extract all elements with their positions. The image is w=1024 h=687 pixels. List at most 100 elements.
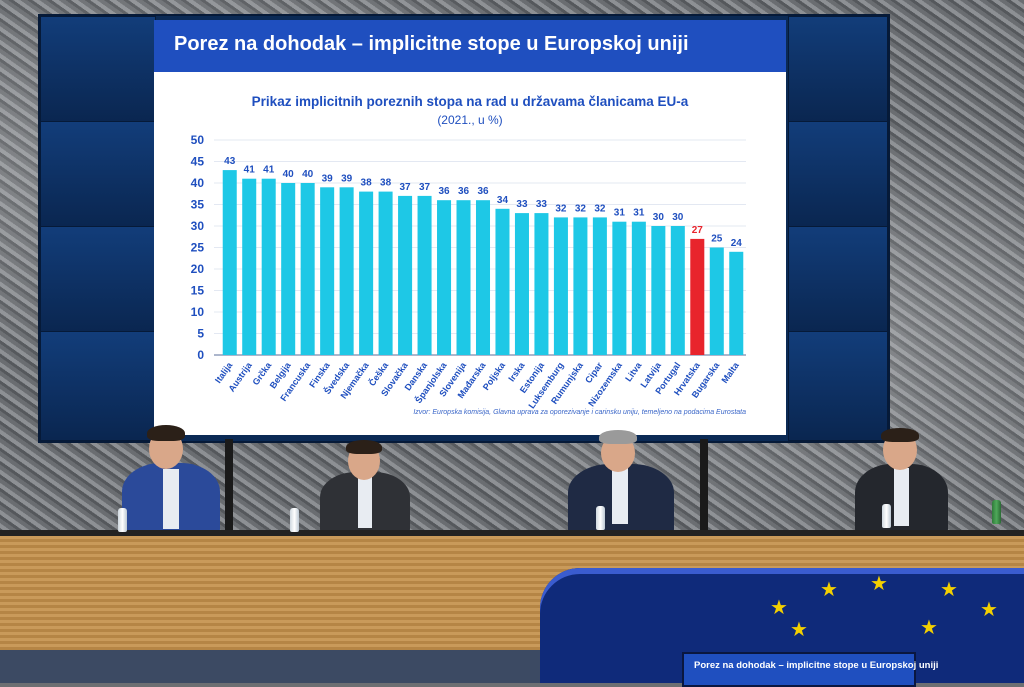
water-bottle (118, 508, 127, 532)
bar (690, 238, 705, 355)
y-tick-label: 0 (197, 348, 204, 362)
bar (534, 213, 549, 355)
eu-star-icon: ★ (820, 579, 838, 601)
bar (573, 217, 588, 355)
bar (281, 183, 296, 355)
slide-header: Porez na dohodak – implicitne stope u Eu… (154, 20, 786, 72)
panelist-2-hair (346, 440, 382, 454)
data-label: 32 (594, 203, 606, 214)
y-tick-label: 15 (191, 284, 205, 298)
data-label: 40 (302, 169, 314, 180)
bar (709, 247, 724, 355)
y-tick-label: 40 (191, 176, 205, 190)
y-tick-label: 20 (191, 262, 205, 276)
bar (651, 226, 666, 355)
video-wall-panel-left-3 (40, 226, 156, 333)
panelist-1-hair (147, 425, 185, 441)
bar (631, 221, 646, 355)
data-label: 36 (477, 186, 489, 197)
panelist-3 (568, 430, 676, 535)
bar (612, 221, 627, 355)
bar (417, 195, 432, 355)
bar (242, 178, 257, 355)
eu-star-icon: ★ (980, 599, 998, 621)
data-label: 38 (361, 178, 373, 189)
panelist-2 (320, 440, 412, 535)
data-label: 41 (263, 165, 275, 176)
data-label: 31 (633, 208, 645, 219)
podium-screen-title: Porez na dohodak – implicitne stope u Eu… (694, 660, 939, 671)
data-label: 39 (322, 173, 334, 184)
y-tick-label: 45 (191, 155, 205, 169)
chart-title: Prikaz implicitnih poreznih stopa na rad… (251, 94, 689, 109)
data-label: 43 (224, 156, 236, 167)
data-label: 39 (341, 173, 353, 184)
data-label: 36 (438, 186, 450, 197)
panelist-4-hair (881, 428, 919, 442)
bar (456, 200, 471, 355)
bar (320, 187, 335, 355)
data-label: 30 (653, 212, 665, 223)
bar-chart: 0510152025303540455043Italija41Austrija4… (191, 133, 746, 410)
y-tick-label: 50 (191, 133, 205, 147)
panelist-4 (855, 428, 950, 535)
bar (514, 213, 529, 355)
water-bottle (290, 508, 299, 532)
chart-subtitle: (2021., u %) (437, 113, 503, 127)
data-label: 25 (711, 234, 723, 245)
panelist-1-shirt (163, 469, 179, 529)
data-label: 38 (380, 178, 392, 189)
video-wall-panel-right-2 (788, 121, 888, 228)
bar (339, 187, 354, 355)
panelist-4-shirt (894, 468, 909, 526)
bar (670, 226, 685, 355)
bar (222, 170, 237, 355)
eu-star-icon: ★ (770, 597, 788, 619)
panelist-3-shirt (612, 468, 628, 524)
video-wall-panel-left-4 (40, 331, 156, 441)
screen-stand-right (700, 439, 708, 534)
video-wall-panel-left-2 (40, 121, 156, 228)
y-tick-label: 10 (191, 305, 205, 319)
data-label: 37 (400, 182, 412, 193)
y-tick-label: 35 (191, 198, 205, 212)
data-label: 40 (283, 169, 295, 180)
panelist-2-shirt (358, 476, 372, 528)
bar (553, 217, 568, 355)
bar (437, 200, 452, 355)
y-tick-label: 25 (191, 241, 205, 255)
bar (300, 183, 315, 355)
data-label: 41 (244, 165, 256, 176)
water-bottle-green (992, 500, 1001, 524)
bar (495, 208, 510, 355)
y-tick-label: 5 (197, 327, 204, 341)
bar (359, 191, 374, 355)
x-tick-label: Malta (720, 360, 742, 385)
data-label: 32 (575, 203, 587, 214)
bar (592, 217, 607, 355)
eu-star-icon: ★ (870, 573, 888, 595)
video-wall-panel-right-3 (788, 226, 888, 333)
data-label: 27 (692, 225, 704, 236)
data-label: 24 (731, 238, 743, 249)
video-wall-panel-right-4 (788, 331, 888, 441)
panelist-3-hair (599, 430, 637, 444)
panelist-1 (122, 425, 222, 535)
video-wall-panel-right-1 (788, 16, 888, 123)
data-label: 34 (497, 195, 509, 206)
podium-screen: Porez na dohodak – implicitne stope u Eu… (682, 652, 938, 687)
presentation-slide: Porez na dohodak – implicitne stope u Eu… (154, 20, 786, 435)
data-label: 36 (458, 186, 470, 197)
data-label: 37 (419, 182, 431, 193)
bar (398, 195, 413, 355)
data-label: 32 (555, 203, 567, 214)
video-wall-panel-left-1 (40, 16, 156, 123)
data-label: 31 (614, 208, 626, 219)
data-label: 33 (536, 199, 548, 210)
bar (475, 200, 491, 355)
eu-star-icon: ★ (920, 617, 938, 639)
slide-title: Porez na dohodak – implicitne stope u Eu… (174, 33, 689, 55)
bar (261, 178, 276, 355)
bar (378, 191, 393, 355)
data-label: 30 (672, 212, 684, 223)
